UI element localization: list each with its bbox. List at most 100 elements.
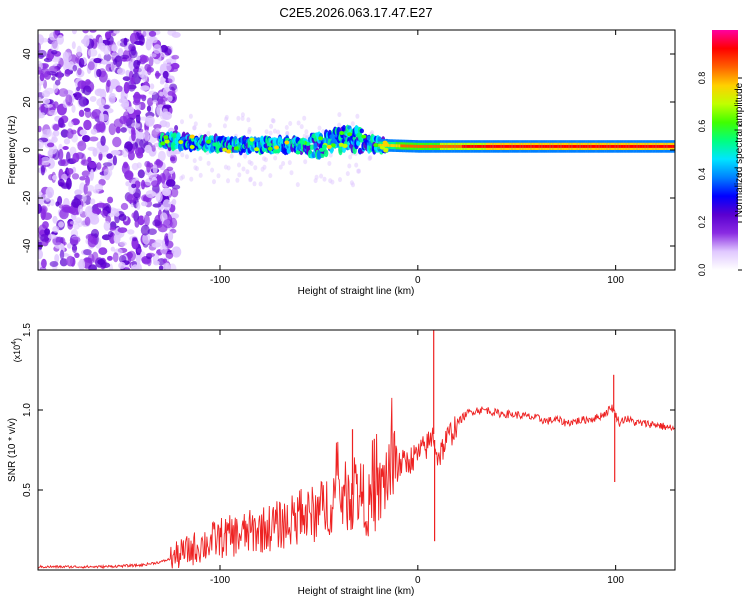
spectrogram-cell [615, 145, 618, 148]
spectrogram-cell [327, 161, 332, 166]
spectrogram-cell [52, 174, 58, 181]
spectrogram-cell [268, 130, 273, 136]
spectrogram-cell [97, 42, 106, 50]
spectrogram-cell [248, 176, 253, 182]
spectrogram-cell [408, 144, 411, 148]
spectrogram-cell [103, 53, 112, 62]
spectrogram-cell [411, 144, 414, 148]
spectrogram-cell [373, 143, 379, 148]
spectrogram-cell [83, 183, 88, 195]
spectrogram-cell [596, 145, 599, 148]
spectrogram-cell [606, 145, 608, 148]
snr-multiplier-close: ) [12, 338, 22, 341]
spectrogram-cell [110, 246, 116, 252]
spectrogram-cell [98, 152, 103, 161]
spectrogram-cell [198, 156, 203, 162]
spectrogram-cell [276, 129, 281, 135]
spectrogram-cell [140, 85, 150, 91]
spectrogram-cell [84, 216, 91, 226]
spectrogram-cell [162, 199, 172, 211]
spectrogram-cell [131, 264, 139, 270]
spectrogram-cell [406, 144, 409, 148]
spectrogram-cell [52, 225, 60, 233]
spectrogram-cell [248, 141, 254, 146]
spectrogram-cell [476, 145, 479, 148]
spectrogram-cell [144, 144, 152, 154]
spectrogram-cell [328, 152, 333, 158]
spectrogram-cell [512, 145, 515, 148]
spectrogram-cell [151, 242, 162, 248]
spectrogram-cell [417, 145, 420, 148]
spectrogram-cell [42, 98, 51, 105]
spectrogram-cell [136, 248, 143, 254]
spectrogram-cell [533, 145, 536, 148]
spectrogram-cell [120, 54, 130, 60]
spectrogram-cell [164, 48, 172, 56]
spectrogram-cell [339, 131, 345, 135]
spectrogram-cell [127, 106, 135, 114]
spectrogram-cell [295, 182, 300, 188]
spectrogram-cell [330, 143, 336, 148]
spectrogram-cell [91, 251, 99, 263]
spectrogram-cell [390, 144, 393, 147]
spectrogram-cell [145, 118, 155, 127]
spectrogram-cell [42, 129, 52, 138]
spectrogram-cell [281, 161, 286, 166]
spectrogram-cell [212, 179, 216, 185]
spectrogram-cell [577, 145, 580, 148]
spectrogram-cell [253, 165, 258, 171]
spectrogram-cell [120, 202, 129, 211]
spectrogram-cell [416, 144, 418, 148]
spectrogram-cell [101, 59, 108, 65]
spectrogram-cell [452, 145, 455, 148]
spectrogram-cell [153, 124, 162, 130]
spectrogram-cell [165, 179, 176, 187]
spectrogram-cell [48, 109, 58, 116]
spectrogram-cell [159, 91, 164, 97]
spectrogram-cell [40, 63, 49, 69]
spectrogram-cell [618, 145, 621, 148]
spectrogram-cell [40, 156, 51, 166]
spectrogram-cell [356, 132, 362, 137]
spectrogram-cell [57, 117, 64, 128]
spectrogram-cell [641, 145, 643, 148]
spectrogram-cell [99, 144, 109, 153]
spectrogram-cell [342, 143, 348, 148]
spectrogram-cell [158, 265, 164, 270]
spectrogram-cell [89, 198, 96, 205]
spectrogram-cell [264, 129, 269, 135]
spectrogram-cell [247, 159, 252, 165]
spectrogram-cell [664, 145, 667, 148]
snr-multiplier-base: (x10 [12, 345, 22, 363]
spectrogram-cell [137, 169, 145, 179]
spectrogram-cell [147, 97, 154, 107]
spectrogram-cell [38, 42, 41, 52]
spectrogram-cell [302, 133, 307, 139]
spectrogram-cell [65, 94, 73, 106]
spectrogram-cell [66, 128, 74, 139]
spectrogram-cell [356, 140, 361, 146]
spectrogram-cell [198, 172, 203, 178]
spectrogram-cell [354, 162, 359, 168]
spectrogram-cell [303, 159, 308, 165]
spectrogram-cell [71, 198, 82, 208]
spectrogram-cell [492, 145, 494, 148]
spectrogram-cell [226, 178, 230, 184]
spectrogram-cell [405, 144, 407, 148]
spectrogram-cell [102, 162, 113, 167]
spectrogram-cell [140, 55, 149, 63]
y-tick-label: -20 [22, 190, 33, 205]
spectrogram-cell [164, 235, 169, 247]
spectrogram-cell [111, 44, 118, 52]
spectrogram-cell [89, 30, 97, 33]
spectrogram-cell [138, 35, 145, 41]
y-tick-label: 1.0 [22, 403, 33, 417]
spectrogram-cell [227, 144, 233, 149]
spectrogram-cell [493, 145, 496, 148]
spectrogram-cell [74, 252, 80, 258]
spectrogram-cell [76, 45, 82, 57]
spectrogram-cell [38, 125, 42, 133]
spectrogram-cell [126, 193, 136, 204]
spectrogram-cell [71, 173, 80, 180]
spectrogram-cell [103, 168, 113, 178]
